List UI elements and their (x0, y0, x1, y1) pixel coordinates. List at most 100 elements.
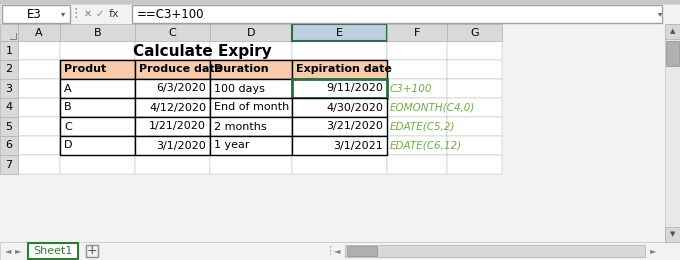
Text: C: C (64, 121, 72, 132)
Bar (0, 242, 680, 260)
Bar (447, 155, 502, 174)
Text: 3/21/2020: 3/21/2020 (326, 121, 383, 132)
Text: E3: E3 (27, 8, 41, 21)
Bar (666, 41, 679, 66)
Bar (447, 98, 502, 117)
Bar (135, 60, 210, 79)
Bar (210, 155, 292, 174)
Bar (135, 24, 210, 41)
Bar (135, 98, 210, 117)
Text: Calculate Expiry: Calculate Expiry (133, 44, 272, 59)
Text: Expiration date: Expiration date (296, 64, 392, 75)
Text: EDATE(C6,12): EDATE(C6,12) (390, 140, 462, 151)
Bar (387, 155, 447, 174)
Bar (60, 79, 135, 98)
Bar (135, 79, 210, 98)
Text: fx: fx (109, 9, 119, 19)
Bar (0, 60, 18, 79)
Bar (210, 60, 292, 79)
Bar (345, 245, 645, 257)
Bar (447, 41, 502, 60)
Bar (447, 79, 502, 98)
Bar (0, 117, 18, 136)
Text: ▼: ▼ (670, 231, 675, 237)
Bar (210, 136, 292, 155)
Text: 1 year: 1 year (214, 140, 250, 151)
Bar (210, 117, 292, 136)
Bar (60, 117, 135, 136)
Text: End of month: End of month (214, 102, 289, 113)
Bar (347, 246, 377, 256)
Bar (60, 60, 135, 79)
Bar (387, 24, 447, 41)
Text: F: F (414, 28, 420, 37)
Bar (60, 117, 135, 136)
Bar (292, 155, 387, 174)
Bar (0, 24, 18, 41)
Bar (18, 136, 60, 155)
Bar (60, 136, 135, 155)
Bar (387, 136, 447, 155)
Bar (665, 227, 680, 242)
Text: Sheet1: Sheet1 (33, 246, 73, 256)
Bar (2, 5, 70, 23)
Bar (210, 98, 292, 117)
Bar (18, 41, 60, 60)
Text: B: B (64, 102, 71, 113)
Bar (135, 60, 210, 79)
Text: C3+100: C3+100 (390, 83, 432, 94)
Bar (387, 79, 447, 98)
Bar (135, 98, 210, 117)
Text: 5: 5 (5, 121, 12, 132)
Text: ==C3+100: ==C3+100 (137, 8, 205, 21)
Bar (447, 136, 502, 155)
Text: D: D (247, 28, 255, 37)
Bar (135, 155, 210, 174)
Bar (135, 117, 210, 136)
Bar (135, 41, 210, 60)
Bar (665, 24, 680, 39)
Bar (135, 117, 210, 136)
Bar (0, 4, 680, 24)
Bar (210, 98, 292, 117)
Text: 100 days: 100 days (214, 83, 265, 94)
Bar (210, 79, 292, 98)
Text: 1: 1 (5, 46, 12, 55)
Bar (0, 79, 18, 98)
Text: ◄: ◄ (5, 246, 12, 256)
Bar (210, 136, 292, 155)
Bar (0, 0, 680, 4)
Bar (292, 117, 387, 136)
Text: A: A (35, 28, 43, 37)
Bar (387, 41, 447, 60)
Text: ►: ► (650, 246, 656, 256)
Text: ►: ► (15, 246, 21, 256)
Text: E: E (336, 28, 343, 37)
Text: 3: 3 (5, 83, 12, 94)
Bar (0, 98, 18, 117)
Bar (60, 60, 135, 79)
Text: 6: 6 (5, 140, 12, 151)
Bar (18, 98, 60, 117)
Bar (387, 60, 447, 79)
Text: 4: 4 (5, 102, 12, 113)
Bar (210, 60, 292, 79)
Bar (447, 117, 502, 136)
Bar (210, 79, 292, 98)
Text: Duration: Duration (214, 64, 269, 75)
Bar (292, 136, 387, 155)
Bar (292, 60, 387, 79)
Text: ⋮: ⋮ (324, 246, 335, 256)
Bar (60, 24, 135, 41)
Bar (387, 117, 447, 136)
Text: ▾: ▾ (61, 10, 65, 18)
Bar (0, 155, 18, 174)
Bar (18, 24, 60, 41)
Bar (447, 60, 502, 79)
Bar (387, 98, 447, 117)
Bar (28, 243, 78, 259)
Text: C: C (169, 28, 176, 37)
Bar (665, 24, 680, 242)
Text: Produt: Produt (64, 64, 106, 75)
Bar (0, 136, 18, 155)
